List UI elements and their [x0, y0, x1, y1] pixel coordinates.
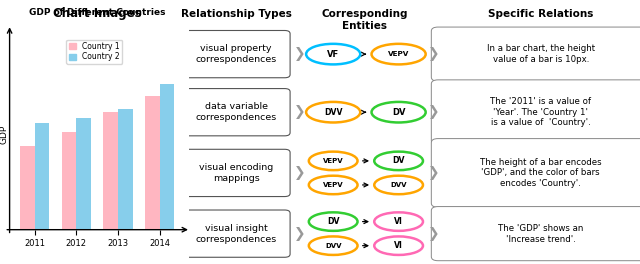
Text: ❯: ❯ — [428, 105, 439, 119]
Ellipse shape — [309, 237, 358, 255]
Text: Corresponding
Entities: Corresponding Entities — [321, 9, 408, 31]
Text: VEPV: VEPV — [323, 158, 344, 164]
Text: ❯: ❯ — [294, 227, 305, 241]
Bar — [35, 124, 49, 230]
Ellipse shape — [309, 176, 358, 194]
Text: The 'GDP' shows an
'Increase trend'.: The 'GDP' shows an 'Increase trend'. — [498, 224, 584, 243]
Text: Relationship Types: Relationship Types — [180, 9, 292, 19]
FancyBboxPatch shape — [182, 30, 290, 78]
Text: ❯: ❯ — [428, 227, 439, 241]
Y-axis label: GDP: GDP — [0, 125, 8, 144]
Text: DVV: DVV — [324, 108, 342, 117]
Ellipse shape — [309, 212, 358, 231]
Bar — [76, 118, 91, 230]
FancyBboxPatch shape — [182, 149, 290, 196]
FancyBboxPatch shape — [431, 139, 640, 207]
Ellipse shape — [306, 102, 360, 122]
Text: The height of a bar encodes
'GDP', and the color of bars
encodes 'Country'.: The height of a bar encodes 'GDP', and t… — [480, 158, 602, 188]
Text: ❯: ❯ — [294, 47, 305, 61]
FancyBboxPatch shape — [431, 206, 640, 261]
Text: DV: DV — [327, 217, 339, 226]
Text: VF: VF — [327, 50, 339, 59]
Text: VEPV: VEPV — [388, 51, 410, 57]
FancyBboxPatch shape — [182, 210, 290, 257]
Text: DV: DV — [392, 156, 405, 165]
Bar — [104, 112, 118, 230]
Text: Chart Images: Chart Images — [53, 7, 141, 20]
Text: visual insight
correspondences: visual insight correspondences — [196, 224, 277, 243]
Text: In a bar chart, the height
value of a bar is 10px.: In a bar chart, the height value of a ba… — [486, 44, 595, 64]
Ellipse shape — [372, 102, 426, 122]
Bar — [160, 84, 174, 230]
Text: ❯: ❯ — [428, 166, 439, 180]
Ellipse shape — [374, 212, 423, 231]
FancyBboxPatch shape — [182, 89, 290, 136]
FancyBboxPatch shape — [431, 27, 640, 81]
Text: Year: Year — [196, 241, 215, 250]
Text: VI: VI — [394, 217, 403, 226]
Title: GDP of Different Countries: GDP of Different Countries — [29, 8, 166, 17]
Bar — [61, 132, 76, 230]
Text: DVV: DVV — [390, 182, 407, 188]
Ellipse shape — [374, 176, 423, 194]
Text: visual property
correspondences: visual property correspondences — [196, 44, 277, 64]
Text: VI: VI — [394, 241, 403, 250]
Ellipse shape — [309, 152, 358, 170]
Text: The '2011' is a value of
'Year'. The 'Country 1'
is a value of  'Country'.: The '2011' is a value of 'Year'. The 'Co… — [490, 97, 591, 128]
Text: ❯: ❯ — [294, 166, 305, 180]
Text: visual encoding
mappings: visual encoding mappings — [199, 163, 273, 183]
Text: Specific Relations: Specific Relations — [488, 9, 593, 19]
Text: DV: DV — [392, 108, 405, 117]
Ellipse shape — [374, 152, 423, 170]
Text: DVV: DVV — [325, 243, 341, 249]
Ellipse shape — [372, 44, 426, 64]
FancyBboxPatch shape — [431, 80, 640, 145]
Ellipse shape — [306, 44, 360, 64]
Bar — [145, 96, 160, 230]
Ellipse shape — [374, 237, 423, 255]
Text: ❯: ❯ — [294, 105, 305, 119]
Text: data variable
correspondences: data variable correspondences — [196, 102, 277, 122]
Text: ❯: ❯ — [428, 47, 439, 61]
Bar — [118, 110, 132, 230]
Legend: Country 1, Country 2: Country 1, Country 2 — [66, 40, 122, 64]
Bar — [20, 146, 35, 230]
Text: VEPV: VEPV — [323, 182, 344, 188]
